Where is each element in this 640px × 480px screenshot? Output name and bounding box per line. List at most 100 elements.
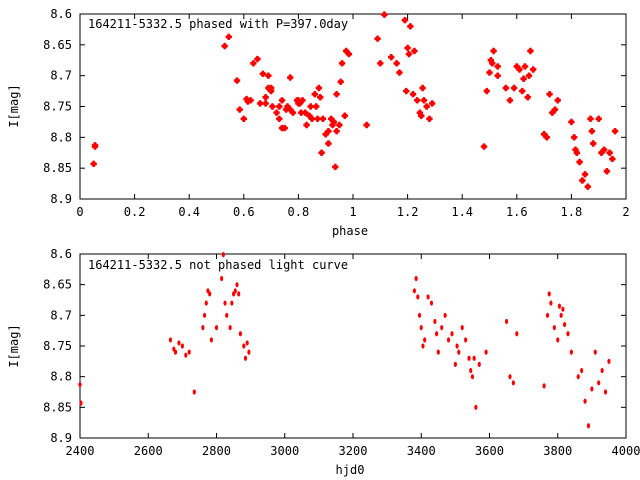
unphased-point bbox=[607, 358, 611, 364]
unphased-point bbox=[477, 361, 481, 367]
unphased-point bbox=[184, 352, 188, 358]
phased-point bbox=[393, 60, 400, 67]
unphased-point bbox=[221, 252, 225, 258]
unphased-point bbox=[484, 349, 488, 355]
phased-point bbox=[524, 94, 531, 101]
unphased-point bbox=[576, 374, 580, 380]
unphased-plot-panel: 164211-5332.5 not phased light curve hjd… bbox=[7, 247, 640, 477]
phased-point bbox=[322, 131, 329, 138]
unphased-point bbox=[242, 343, 246, 349]
unphased-y-tick-label: 8.8 bbox=[50, 370, 72, 384]
phased-point bbox=[342, 47, 350, 55]
unphased-point bbox=[192, 389, 196, 395]
phased-point bbox=[388, 53, 395, 61]
phased-point bbox=[521, 63, 529, 70]
phased-point bbox=[243, 95, 250, 103]
phased-point bbox=[603, 168, 611, 175]
phased-point bbox=[598, 149, 605, 156]
unphased-point bbox=[453, 361, 457, 367]
unphased-point bbox=[435, 331, 439, 337]
unphased-x-tick-label: 3000 bbox=[270, 444, 299, 458]
phased-point bbox=[267, 84, 275, 92]
phased-point bbox=[579, 177, 586, 184]
phased-point bbox=[296, 100, 303, 107]
phased-point bbox=[401, 16, 409, 24]
phased-point bbox=[486, 69, 493, 76]
phased-point bbox=[573, 149, 581, 156]
unphased-point bbox=[443, 312, 447, 318]
phased-point bbox=[549, 109, 556, 116]
phased-point bbox=[262, 100, 269, 107]
phased-point bbox=[554, 97, 561, 104]
phased-point bbox=[418, 112, 425, 119]
phased-x-tick-label: 1.2 bbox=[397, 205, 419, 219]
unphased-x-tick-label: 3800 bbox=[543, 444, 572, 458]
unphased-x-tick-label: 2600 bbox=[134, 444, 163, 458]
phased-point bbox=[325, 140, 332, 147]
phased-x-tick-label: 0.4 bbox=[178, 205, 200, 219]
unphased-point bbox=[247, 349, 251, 355]
phased-point bbox=[282, 106, 290, 113]
unphased-point bbox=[556, 337, 560, 343]
unphased-y-tick-label: 8.85 bbox=[43, 400, 72, 414]
unphased-y-tick-label: 8.75 bbox=[43, 339, 72, 353]
phased-point bbox=[325, 127, 332, 135]
phased-point bbox=[287, 74, 294, 81]
phased-point bbox=[404, 44, 411, 52]
phased-point bbox=[489, 60, 496, 67]
phased-point bbox=[527, 47, 534, 55]
phased-plot-xlabel: phase bbox=[332, 224, 368, 238]
phased-point bbox=[287, 106, 294, 113]
unphased-point bbox=[469, 367, 473, 374]
phased-point bbox=[345, 50, 353, 58]
unphased-point bbox=[78, 382, 82, 388]
unphased-point bbox=[557, 303, 562, 309]
phased-point bbox=[584, 183, 591, 190]
phased-point bbox=[338, 60, 346, 67]
phased-point bbox=[236, 106, 243, 113]
unphased-point bbox=[223, 300, 227, 306]
unphased-point bbox=[208, 291, 212, 297]
unphased-point bbox=[446, 337, 451, 343]
unphased-y-tick-label: 8.65 bbox=[43, 278, 72, 292]
unphased-point bbox=[202, 312, 207, 318]
phased-y-tick-label: 8.85 bbox=[43, 161, 72, 175]
unphased-point bbox=[474, 404, 478, 410]
phased-point bbox=[90, 160, 97, 168]
phased-point bbox=[520, 75, 527, 82]
phased-point bbox=[312, 103, 320, 110]
unphased-point bbox=[472, 355, 476, 361]
phased-point bbox=[221, 42, 228, 50]
phased-point bbox=[587, 115, 594, 123]
phased-point bbox=[91, 143, 99, 150]
phased-point bbox=[513, 63, 520, 70]
phased-point bbox=[600, 146, 608, 153]
unphased-y-tick-label: 8.9 bbox=[50, 431, 72, 445]
unphased-point bbox=[460, 325, 464, 331]
phased-point bbox=[546, 90, 553, 98]
phased-point bbox=[490, 47, 497, 55]
phased-point bbox=[295, 97, 302, 104]
unphased-point bbox=[245, 340, 249, 346]
unphased-point bbox=[552, 325, 556, 331]
unphased-point bbox=[417, 312, 422, 318]
phased-point bbox=[306, 112, 313, 119]
unphased-x-tick-label: 2400 bbox=[66, 444, 95, 458]
phased-point bbox=[409, 90, 417, 98]
phased-point bbox=[240, 115, 247, 123]
phased-point bbox=[299, 97, 306, 104]
phased-point bbox=[420, 97, 428, 104]
phased-point bbox=[276, 103, 283, 110]
unphased-point bbox=[467, 355, 471, 361]
phased-point bbox=[377, 60, 384, 67]
phased-point bbox=[327, 115, 335, 123]
phased-point bbox=[405, 50, 413, 58]
unphased-point bbox=[590, 386, 594, 392]
phased-x-tick-label: 1.8 bbox=[561, 205, 583, 219]
phased-point bbox=[510, 84, 518, 92]
phased-x-tick-label: 0.6 bbox=[233, 205, 255, 219]
phased-y-tick-label: 8.8 bbox=[50, 130, 72, 144]
unphased-plot-title: 164211-5332.5 not phased light curve bbox=[88, 258, 348, 272]
unphased-point bbox=[79, 400, 83, 406]
